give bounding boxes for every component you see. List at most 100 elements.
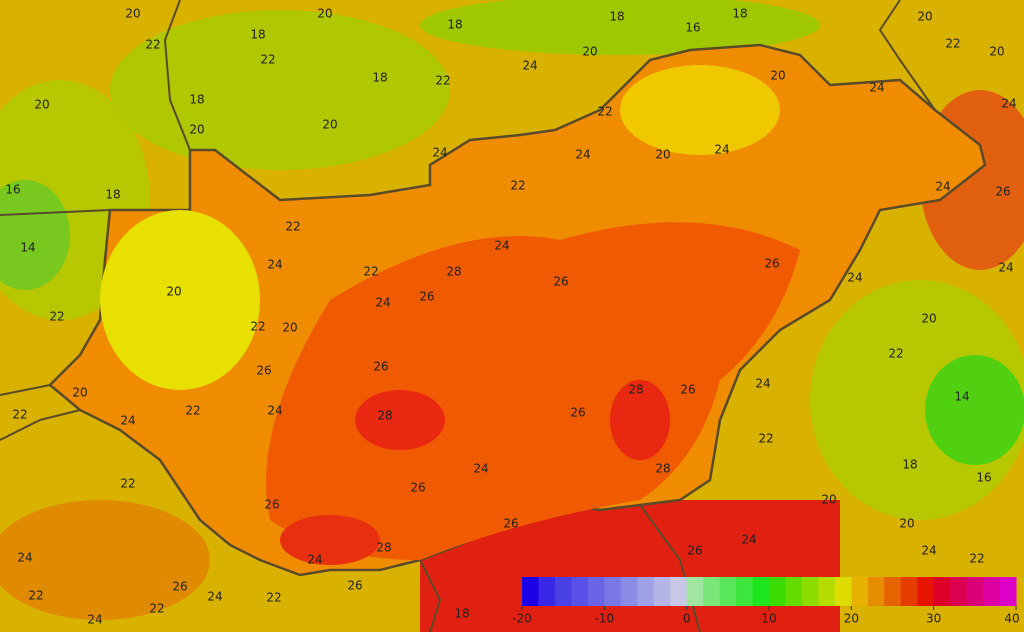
contour-label: 22 xyxy=(12,408,27,422)
contour-label: 20 xyxy=(821,493,836,507)
contour-label: 20 xyxy=(921,312,936,326)
contour-label: 18 xyxy=(250,28,265,42)
contour-label: 22 xyxy=(510,179,525,193)
border xyxy=(163,0,191,151)
contour-label: 26 xyxy=(680,383,695,397)
contour-label: 22 xyxy=(435,74,450,88)
contour-label: 26 xyxy=(347,579,362,593)
contour-label: 22 xyxy=(49,310,64,324)
colorbar-swatch xyxy=(851,577,869,606)
colorbar-swatch xyxy=(818,577,836,606)
contour-label: 26 xyxy=(553,275,568,289)
contour-label: 22 xyxy=(597,105,612,119)
contour-label: 24 xyxy=(998,261,1013,275)
colorbar-swatch xyxy=(653,577,671,606)
contour-label: 22 xyxy=(266,591,281,605)
border xyxy=(0,409,81,441)
contour-label: 26 xyxy=(264,498,279,512)
contour-label: 24 xyxy=(869,81,884,95)
contour-label: 22 xyxy=(260,53,275,67)
contour-label: 24 xyxy=(714,143,729,157)
contour-label: 24 xyxy=(307,553,322,567)
colorbar-swatch xyxy=(604,577,622,606)
contour-label: 26 xyxy=(687,544,702,558)
colorbar: -20 -10 0 10 20 30 40 xyxy=(512,577,1020,626)
contour-label: 24 xyxy=(1001,97,1016,111)
contour-label: 24 xyxy=(494,239,509,253)
contour-label: 24 xyxy=(207,590,222,604)
contour-label: 22 xyxy=(145,38,160,52)
contour-label: 26 xyxy=(373,360,388,374)
contour-label: 22 xyxy=(120,477,135,491)
contour-label: 24 xyxy=(935,180,950,194)
colorbar-tick-label: 20 xyxy=(844,612,859,626)
contour-label: 24 xyxy=(575,148,590,162)
colorbar-swatch xyxy=(620,577,638,606)
colorbar-tick-label: 40 xyxy=(1004,612,1019,626)
field-zone xyxy=(100,210,260,390)
contour-label: 24 xyxy=(267,404,282,418)
contour-label: 24 xyxy=(87,613,102,627)
contour-label: 18 xyxy=(454,607,469,621)
field-zone xyxy=(0,180,70,290)
contour-label: 14 xyxy=(954,390,969,404)
contour-label: 20 xyxy=(989,45,1004,59)
colorbar-tick-label: 0 xyxy=(683,612,691,626)
contour-label: 24 xyxy=(473,462,488,476)
contour-label: 14 xyxy=(20,241,35,255)
colorbar-tick-label: 10 xyxy=(761,612,776,626)
contour-label: 26 xyxy=(995,185,1010,199)
colorbar-swatch xyxy=(686,577,704,606)
contour-label: 24 xyxy=(432,146,447,160)
contour-label: 20 xyxy=(917,10,932,24)
contour-label: 18 xyxy=(609,10,624,24)
contour-label: 20 xyxy=(72,386,87,400)
contour-label: 24 xyxy=(120,414,135,428)
colorbar-swatch xyxy=(538,577,556,606)
contour-label: 16 xyxy=(976,471,991,485)
contour-label: 22 xyxy=(285,220,300,234)
colorbar-swatch xyxy=(670,577,688,606)
colorbar-tick-label: -20 xyxy=(512,612,532,626)
contour-label: 22 xyxy=(28,589,43,603)
contour-label: 22 xyxy=(363,265,378,279)
field-zone xyxy=(610,380,670,460)
contour-label: 22 xyxy=(185,404,200,418)
border xyxy=(0,384,51,396)
contour-label: 18 xyxy=(447,18,462,32)
colorbar-swatch xyxy=(884,577,902,606)
contour-label: 26 xyxy=(570,406,585,420)
contour-label: 28 xyxy=(376,541,391,555)
field-zone xyxy=(620,65,780,155)
colorbar-swatch xyxy=(867,577,885,606)
colorbar-swatch xyxy=(950,577,968,606)
contour-label: 24 xyxy=(755,377,770,391)
colorbar-swatch xyxy=(554,577,572,606)
colorbar-swatch xyxy=(571,577,589,606)
contour-label: 16 xyxy=(5,183,20,197)
contour-label: 24 xyxy=(17,551,32,565)
contour-label: 20 xyxy=(317,7,332,21)
colorbar-swatch xyxy=(522,577,539,606)
colorbar-swatch xyxy=(801,577,819,606)
contour-label: 28 xyxy=(655,462,670,476)
contour-label: 20 xyxy=(655,148,670,162)
border xyxy=(419,559,442,632)
contour-label: 20 xyxy=(770,69,785,83)
colorbar-swatch xyxy=(703,577,721,606)
colorbar-swatch xyxy=(637,577,655,606)
contour-label: 20 xyxy=(166,285,181,299)
contour-label: 20 xyxy=(582,45,597,59)
colorbar-swatch xyxy=(752,577,770,606)
contour-labels: 20 22 20 18 18 16 18 20 22 20 20 22 18 18 22 24 20 20 24 24… xyxy=(5,7,1016,627)
contour-label: 20 xyxy=(322,118,337,132)
contour-label: 26 xyxy=(410,481,425,495)
contour-label: 26 xyxy=(764,257,779,271)
contour-label: 20 xyxy=(282,321,297,335)
contour-label: 16 xyxy=(685,21,700,35)
field-zone xyxy=(355,390,445,450)
colorbar-swatch xyxy=(917,577,935,606)
contour-label: 24 xyxy=(375,296,390,310)
contour-label: 26 xyxy=(172,580,187,594)
